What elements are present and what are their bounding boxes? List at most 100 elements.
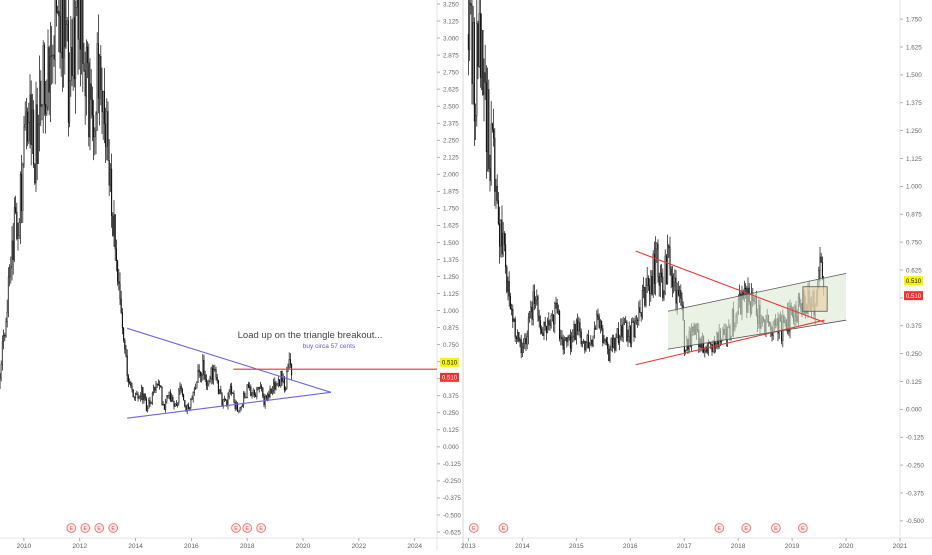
left-panel-candle-body [1, 364, 2, 378]
right-panel-candle-body [575, 324, 576, 340]
left-panel-candle-body [157, 384, 158, 385]
right-panel-x-tick-label: 2013 [461, 543, 476, 550]
right-panel-candle-body [554, 304, 555, 325]
right-panel-candle-body [664, 293, 665, 298]
right-panel-event-label: E [774, 526, 778, 532]
right-panel-candle-body [563, 339, 564, 350]
left-panel-candle-body [31, 95, 32, 145]
left-panel-candle-body [74, 18, 75, 79]
left-panel-candle-body [117, 261, 118, 282]
left-panel-y-tick-label: 1.500 [443, 240, 459, 247]
right-panel-event-label: E [744, 526, 748, 532]
right-panel-candle-body [641, 312, 642, 316]
left-panel-y-tick-label: 1.625 [443, 223, 459, 230]
right-panel-candle-body [642, 290, 643, 316]
right-panel-candle-body [496, 186, 497, 191]
right-panel-candle-body [638, 308, 639, 321]
left-panel-candle-body [37, 105, 38, 164]
right-panel-candle-body [589, 344, 590, 348]
right-panel-y-tick-label: 0.625 [906, 267, 922, 274]
left-panel-candle-body [24, 127, 25, 164]
left-panel-candle-body [217, 377, 218, 380]
left-panel-candle-body [211, 368, 212, 379]
left-panel-y-tick-label: 1.000 [443, 308, 459, 315]
right-panel-candle-body [624, 322, 625, 324]
right-panel-x-tick-label: 2019 [785, 543, 800, 550]
left-panel-candle-body [225, 399, 226, 400]
left-panel-candle-body [2, 342, 3, 365]
left-panel-candle-body [231, 386, 232, 393]
left-panel-candle-body [182, 389, 183, 394]
left-panel-y-tick-label: 2.500 [443, 103, 459, 110]
left-panel-candle-body [7, 312, 8, 321]
right-panel-candle-body [652, 276, 653, 294]
right-panel-candle-body [611, 339, 612, 350]
left-panel-candle-body [222, 393, 223, 405]
right-panel-candle-body [745, 288, 746, 289]
left-panel-candle-body [92, 99, 93, 115]
right-panel-candle-body [604, 341, 605, 343]
left-panel-price-badge-current-label: 0.510 [442, 375, 458, 382]
right-panel-candle-body [631, 323, 632, 344]
right-panel-y-tick-label: -0.500 [906, 518, 924, 525]
right-panel-candle-body [618, 329, 619, 343]
right-panel-candle-body [578, 323, 579, 331]
right-panel-y-tick-label: 1.250 [906, 128, 922, 135]
left-panel-candle-body [81, 0, 82, 49]
right-panel-y-tick-label: 0.875 [906, 212, 922, 219]
left-panel-candle-body [142, 387, 143, 400]
right-panel-candle-body [648, 278, 649, 286]
right-panel-candle-body [679, 290, 680, 295]
left-panel-x-tick-label: 2012 [72, 543, 87, 550]
right-panel-candle-body [521, 340, 522, 353]
left-panel-candle-body [274, 382, 275, 389]
right-panel-candle-body [480, 13, 481, 77]
left-panel-x-tick-label: 2022 [352, 543, 367, 550]
left-panel-candle-body [20, 174, 21, 222]
left-panel-candle-body [133, 390, 134, 397]
right-panel-candle-body [594, 328, 595, 336]
right-panel-candle-body [602, 328, 603, 342]
left-panel-candle-body [48, 48, 49, 107]
left-panel-candle-body [170, 392, 171, 401]
left-panel-candle-body [178, 390, 179, 402]
right-panel-candle-body [655, 249, 656, 284]
left-panel-y-tick-label: -0.375 [443, 495, 461, 502]
left-panel-candle-body [80, 0, 81, 49]
right-panel-price-badge-current-label: 0.510 [906, 293, 922, 300]
left-panel-candle-body [249, 387, 250, 388]
left-panel-candle-body [30, 95, 31, 123]
right-panel-candle-body [637, 320, 638, 321]
right-panel-y-tick-label: -0.375 [906, 490, 924, 497]
right-panel-candle-body [485, 73, 486, 83]
left-panel-candle-body [255, 395, 256, 397]
right-panel-candle-body [523, 344, 524, 348]
left-panel-candle-body [88, 63, 89, 137]
left-panel-candle-body [242, 405, 243, 407]
right-panel-candle-body [668, 246, 669, 248]
left-panel-candle-body [129, 382, 130, 383]
right-panel-candle-body [820, 257, 821, 271]
left-panel-x-tick-label: 2018 [240, 543, 255, 550]
right-panel-candle-body [510, 296, 511, 309]
right-panel-candle-body [685, 350, 686, 352]
right-panel-candle-body [632, 321, 633, 323]
right-panel-candle-body [544, 322, 545, 336]
left-panel-event-label: E [259, 526, 263, 532]
right-panel-candle-body [583, 341, 584, 342]
annotation-sub-text: buy circa 57 cents [303, 343, 356, 350]
right-panel-candle-body [473, 22, 474, 83]
left-panel-candle-body [241, 407, 242, 408]
right-panel-candle-body [673, 282, 674, 287]
left-panel-price-badge-secondary-label: 0.510 [442, 360, 458, 367]
left-panel-candle-body [18, 236, 19, 239]
right-panel-candle-body [677, 291, 678, 304]
right-panel-candle-body [490, 169, 491, 181]
left-panel-candle-body [99, 56, 100, 98]
left-panel-candle-body [87, 47, 88, 63]
right-panel-candle-body [571, 337, 572, 348]
left-panel-candle-body [61, 0, 62, 53]
left-panel-candle-body [114, 215, 115, 236]
left-panel-candle-body [28, 123, 29, 142]
